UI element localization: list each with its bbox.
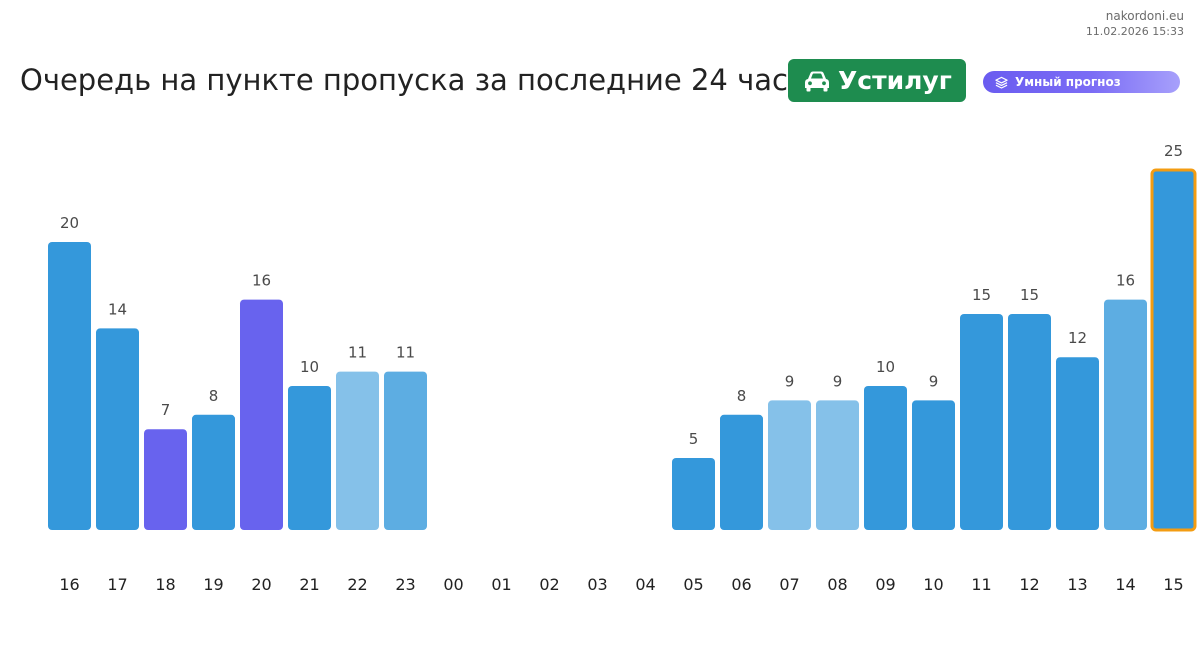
bar-value-label: 12 [1068,329,1087,347]
bar-17 [96,328,139,530]
x-tick-label: 08 [827,575,847,594]
bar-07 [768,400,811,530]
x-tick-label: 04 [635,575,655,594]
car-icon [805,71,829,91]
bar-22 [336,371,379,530]
bar-value-label: 20 [60,214,79,232]
x-tick-label: 17 [107,575,127,594]
bar-18 [144,429,187,530]
bar-value-label: 16 [252,272,271,290]
bar-value-label: 8 [209,387,219,405]
bar-value-label: 15 [1020,286,1039,304]
x-tick-label: 05 [683,575,703,594]
bar-20 [240,299,283,530]
bar-value-label: 10 [876,358,895,376]
bar-23 [384,371,427,530]
bar-06 [720,414,763,530]
bar-value-label: 11 [348,344,367,362]
bar-value-label: 7 [161,401,171,419]
bar-value-label: 9 [929,372,939,390]
smart-forecast-button[interactable]: Умный прогноз [983,71,1180,93]
smart-forecast-label: Умный прогноз [1015,75,1121,89]
bar-08 [816,400,859,530]
bar-05 [672,458,715,530]
bar-10 [912,400,955,530]
x-tick-label: 02 [539,575,559,594]
checkpoint-name: Устилуг [838,66,952,95]
bar-11 [960,314,1003,530]
x-tick-label: 09 [875,575,895,594]
bar-value-label: 9 [785,372,795,390]
x-tick-label: 22 [347,575,367,594]
bar-12 [1008,314,1051,530]
timestamp: 11.02.2026 15:33 [1085,25,1184,38]
x-tick-label: 20 [251,575,271,594]
bar-value-label: 8 [737,387,747,405]
bar-value-label: 14 [108,300,127,318]
x-tick-label: 01 [491,575,511,594]
x-tick-label: 07 [779,575,799,594]
bar-value-label: 11 [396,344,415,362]
site-name: nakordoni.eu [1105,9,1184,23]
bar-16 [48,242,91,530]
x-tick-label: 12 [1019,575,1039,594]
bar-15 [1150,168,1197,532]
bar-value-label: 5 [689,430,699,448]
layers-icon [995,76,1008,89]
bar-value-label: 25 [1164,142,1183,160]
x-tick-label: 15 [1163,575,1183,594]
x-tick-label: 16 [59,575,79,594]
bar-value-label: 9 [833,372,843,390]
meta-info: nakordoni.eu 11.02.2026 15:33 [1086,8,1184,39]
bar-19 [192,414,235,530]
x-tick-label: 10 [923,575,943,594]
x-tick-label: 21 [299,575,319,594]
x-tick-label: 19 [203,575,223,594]
bar-value-label: 10 [300,358,319,376]
x-tick-label: 13 [1067,575,1087,594]
page-title: Очередь на пункте пропуска за последние … [20,63,806,97]
checkpoint-badge: Устилуг [788,59,966,102]
x-tick-label: 00 [443,575,463,594]
x-tick-label: 06 [731,575,751,594]
x-tick-label: 14 [1115,575,1135,594]
bar-14 [1104,299,1147,530]
x-tick-label: 18 [155,575,175,594]
x-tick-label: 23 [395,575,415,594]
bar-13 [1056,357,1099,530]
x-tick-label: 11 [971,575,991,594]
bar-value-label: 16 [1116,272,1135,290]
x-tick-label: 03 [587,575,607,594]
bar-value-label: 15 [972,286,991,304]
bar-21 [288,386,331,530]
bar-09 [864,386,907,530]
